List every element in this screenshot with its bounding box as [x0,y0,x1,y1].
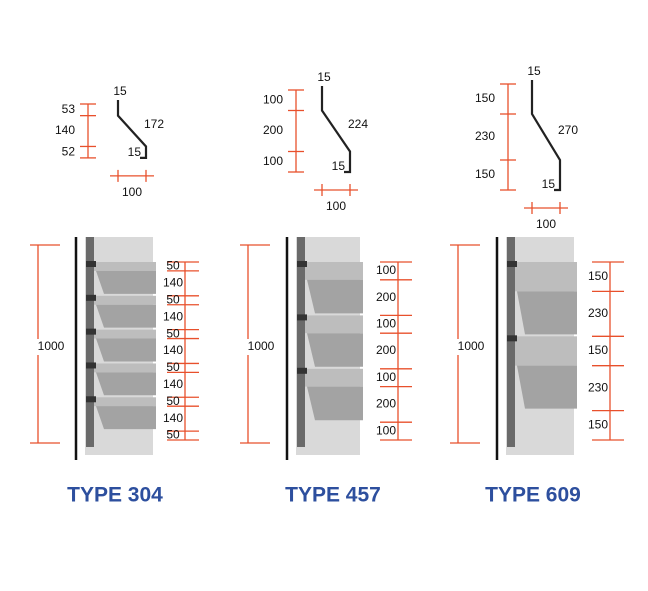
elevation-dimension: 50 [166,292,180,306]
profile-dimension: 140 [55,123,75,137]
elevation-dimension: 140 [163,309,183,323]
blade-face [96,406,156,430]
elevation-dimension: 100 [376,370,396,384]
profile-width: 100 [536,217,556,231]
profile-dimension: 52 [62,144,76,158]
elevation-dimension: 140 [163,411,183,425]
blade-top [305,368,363,387]
profile-dimension: 100 [263,154,283,168]
blade-face [517,291,577,335]
profile-bottom-lip: 15 [332,159,346,173]
blade-face [96,372,156,396]
elevation-dimension: 200 [376,290,396,304]
blade-face [307,333,363,367]
blade-clip [507,335,517,342]
blade-face [96,304,156,328]
profile-dimension: 150 [475,91,495,105]
blade-face [307,279,363,314]
blade-top [94,363,156,373]
blade-top [94,397,156,407]
type-title: TYPE 609 [485,484,581,507]
profile-bottom-lip: 15 [542,177,556,191]
profile-dimension: 53 [62,102,76,116]
blade-top [94,262,156,271]
elevation-height: 1000 [38,339,65,353]
elevation-dimension: 140 [163,377,183,391]
blade-clip [297,314,307,321]
blade-face [307,386,363,421]
profile-slant: 172 [144,117,164,131]
profile-dimension: 200 [263,123,283,137]
profile-width: 100 [326,199,346,213]
blade-clip [86,396,96,403]
elevation-dimension: 50 [166,259,180,273]
profile-slant: 270 [558,123,578,137]
blade-top [305,315,363,334]
blade-clip [297,367,307,374]
blade-clip [86,362,96,369]
profile-top-lip: 15 [113,84,127,98]
elevation-dimension: 50 [166,326,180,340]
blade-clip [86,261,96,267]
elevation-height: 1000 [458,339,485,353]
blade-face [517,365,577,409]
mullion [86,237,94,447]
profile-shape [116,100,148,159]
profile-dimension: 230 [475,129,495,143]
profile-shape [320,86,352,174]
elevation-dimension: 150 [588,343,608,357]
type-title: TYPE 304 [67,484,163,507]
elevation-dimension: 50 [166,428,180,442]
blade-clip [86,328,96,335]
elevation-dimension: 140 [163,276,183,290]
profile-shape [530,80,562,192]
elevation-dimension: 100 [376,263,396,277]
label-backing [454,339,488,355]
profile-top-lip: 15 [317,70,331,84]
blade-face [96,270,156,294]
label-backing [244,339,278,355]
profile-dimension: 100 [263,92,283,106]
blade-top [94,329,156,339]
profile-width: 100 [122,185,142,199]
elevation-height: 1000 [248,339,275,353]
blade-clip [86,294,96,301]
blade-face [96,338,156,362]
elevation-dimension: 150 [588,418,608,432]
elevation-dimension: 100 [376,316,396,330]
blade-clip [297,261,307,267]
elevation-dimension: 230 [588,306,608,320]
mullion [507,237,515,447]
profile-dimension: 150 [475,167,495,181]
elevation-dimension: 200 [376,397,396,411]
mullion [297,237,305,447]
label-backing [34,339,68,355]
blade-top [305,262,363,280]
elevation-dimension: 200 [376,343,396,357]
elevation-dimension: 230 [588,380,608,394]
profile-bottom-lip: 15 [128,145,142,159]
elevation-dimension: 50 [166,360,180,374]
blade-top [94,295,156,305]
elevation-dimension: 140 [163,343,183,357]
elevation-dimension: 50 [166,394,180,408]
elevation-dimension: 100 [376,423,396,437]
blade-clip [507,261,517,267]
blade-top [515,336,577,366]
type-title: TYPE 457 [285,484,381,507]
elevation-dimension: 150 [588,269,608,283]
blade-top [515,262,577,292]
profile-top-lip: 15 [527,64,541,78]
profile-slant: 224 [348,117,368,131]
